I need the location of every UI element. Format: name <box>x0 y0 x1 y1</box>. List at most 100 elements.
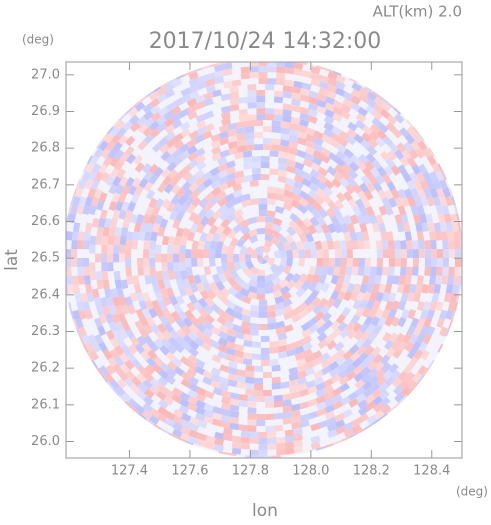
echo-cell <box>321 365 332 376</box>
echo-cell <box>89 271 97 281</box>
echo-cell <box>157 399 169 410</box>
echo-cell <box>121 344 131 356</box>
echo-cell <box>247 285 258 294</box>
echo-cell <box>317 173 328 184</box>
echo-cell <box>203 240 212 250</box>
echo-cell <box>324 102 335 112</box>
echo-cell <box>356 428 366 435</box>
echo-cell <box>302 265 311 276</box>
echo-cell <box>418 163 428 175</box>
echo-cell <box>188 435 199 445</box>
echo-cell <box>294 280 304 291</box>
y-tick-label: 26.6 <box>31 214 60 229</box>
echo-cell <box>269 263 279 273</box>
echo-cell <box>409 283 417 294</box>
echo-cell <box>134 185 144 196</box>
echo-cell <box>364 86 374 93</box>
echo-cell <box>133 154 144 165</box>
echo-cell <box>379 108 391 119</box>
echo-cell <box>127 201 137 212</box>
echo-cell <box>385 300 394 311</box>
echo-cell <box>222 280 232 291</box>
echo-cell <box>421 284 429 294</box>
echo-cell <box>286 165 297 174</box>
echo-cell <box>433 222 441 233</box>
echo-cell <box>302 217 313 228</box>
echo-cell <box>415 222 423 233</box>
echo-cell <box>343 421 354 432</box>
echo-cell <box>271 132 281 140</box>
echo-cell <box>412 249 419 258</box>
echo-cell <box>189 340 200 351</box>
echo-cell <box>358 100 369 110</box>
echo-cell <box>229 91 240 100</box>
echo-cell <box>339 328 350 339</box>
echo-cell <box>335 191 346 203</box>
echo-cell <box>179 150 191 161</box>
echo-cell <box>413 292 421 303</box>
echo-cell <box>172 357 183 368</box>
echo-cell <box>218 176 229 186</box>
echo-cell <box>129 169 140 180</box>
echo-cell <box>156 413 168 423</box>
x-tick-label: 128.0 <box>292 464 329 479</box>
echo-cell <box>186 203 196 215</box>
echo-cell <box>369 338 380 349</box>
echo-cell <box>231 447 242 455</box>
echo-cell <box>334 199 345 210</box>
echo-cell <box>419 179 429 191</box>
echo-cell <box>290 397 301 406</box>
echo-cell <box>305 133 316 143</box>
echo-cell <box>356 160 367 171</box>
echo-cell <box>160 167 171 179</box>
echo-cell <box>339 117 351 127</box>
echo-cell <box>189 165 200 176</box>
echo-cell <box>307 189 319 200</box>
echo-cell <box>291 409 301 418</box>
echo-cell <box>150 135 162 146</box>
echo-cell <box>195 154 206 164</box>
echo-cell <box>280 387 290 395</box>
echo-cell <box>400 119 411 131</box>
echo-cell <box>342 408 353 419</box>
echo-cell <box>196 126 207 136</box>
echo-cell <box>163 226 172 237</box>
echo-cell <box>459 275 462 285</box>
echo-cell <box>367 331 378 342</box>
echo-cell <box>301 171 313 181</box>
echo-cell <box>205 66 216 75</box>
echo-cell <box>300 280 311 292</box>
echo-cell <box>247 407 257 414</box>
echo-cell <box>80 213 89 224</box>
echo-cell <box>348 198 358 209</box>
echo-cell <box>194 140 205 151</box>
echo-cell <box>267 449 277 456</box>
echo-cell <box>390 316 400 328</box>
echo-cell <box>95 262 102 272</box>
echo-cell <box>70 301 79 312</box>
echo-cell <box>442 318 451 329</box>
echo-cell <box>91 342 102 353</box>
echo-cell <box>412 381 420 390</box>
echo-cell <box>260 161 270 169</box>
echo-cell <box>245 388 255 396</box>
echo-cell <box>371 159 382 170</box>
echo-cell <box>217 337 229 347</box>
echo-cell <box>159 345 170 356</box>
echo-cell <box>320 304 331 315</box>
echo-cell <box>258 192 268 199</box>
echo-cell <box>155 253 162 263</box>
echo-cell <box>181 180 192 192</box>
echo-cell <box>81 318 90 329</box>
echo-cell <box>188 423 200 432</box>
echo-cell <box>179 384 191 395</box>
echo-cell <box>130 139 141 150</box>
echo-cell <box>441 204 450 215</box>
echo-cell <box>384 316 394 327</box>
echo-cell <box>284 67 295 75</box>
echo-cell <box>175 335 186 346</box>
echo-cell <box>139 283 148 294</box>
echo-cell <box>410 205 419 216</box>
echo-cell <box>182 317 193 328</box>
echo-cell <box>365 205 375 217</box>
